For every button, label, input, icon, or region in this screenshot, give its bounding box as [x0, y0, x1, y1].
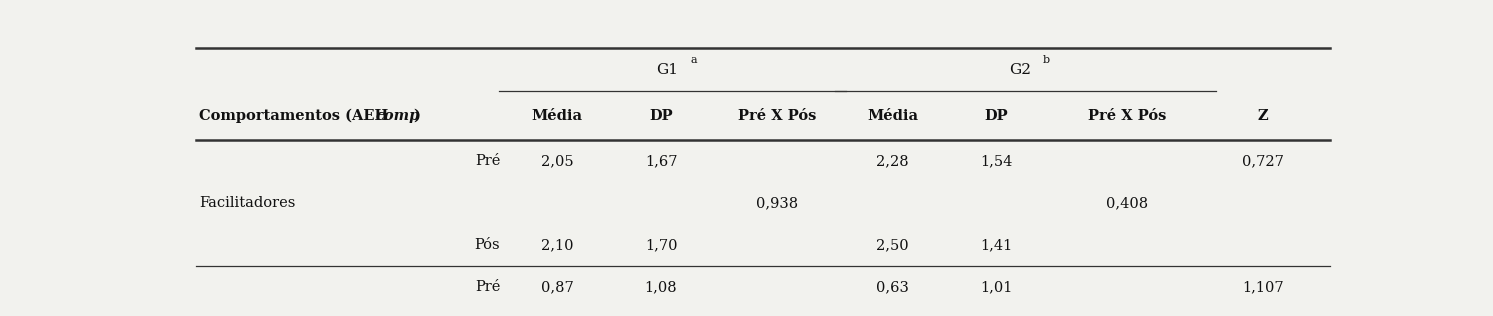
Text: comp: comp	[376, 109, 420, 123]
Text: a: a	[690, 55, 697, 65]
Text: Z: Z	[1257, 109, 1268, 123]
Text: G2: G2	[1009, 63, 1030, 76]
Text: Pré: Pré	[475, 154, 500, 168]
Text: 2,50: 2,50	[876, 238, 909, 252]
Text: 2,10: 2,10	[540, 238, 573, 252]
Text: 1,70: 1,70	[645, 238, 678, 252]
Text: Média: Média	[532, 109, 582, 123]
Text: DP: DP	[649, 109, 673, 123]
Text: b: b	[1042, 55, 1050, 65]
Text: ): )	[414, 109, 420, 123]
Text: 0,87: 0,87	[540, 280, 573, 295]
Text: Comportamentos (AEH: Comportamentos (AEH	[200, 109, 388, 123]
Text: 0,63: 0,63	[876, 280, 909, 295]
Text: 1,67: 1,67	[645, 154, 678, 168]
Text: 0,408: 0,408	[1106, 196, 1148, 210]
Text: Média: Média	[867, 109, 918, 123]
Text: Facilitadores: Facilitadores	[200, 196, 296, 210]
Text: 1,01: 1,01	[981, 280, 1012, 295]
Text: Pós: Pós	[475, 238, 500, 252]
Text: 1,41: 1,41	[981, 238, 1012, 252]
Text: Pré: Pré	[475, 280, 500, 295]
Text: 2,28: 2,28	[876, 154, 909, 168]
Text: 1,107: 1,107	[1242, 280, 1284, 295]
Text: Pré X Pós: Pré X Pós	[1087, 109, 1166, 123]
Text: Pré X Pós: Pré X Pós	[738, 109, 815, 123]
Text: 0,938: 0,938	[755, 196, 797, 210]
Text: 2,05: 2,05	[540, 154, 573, 168]
Text: 1,54: 1,54	[981, 154, 1012, 168]
Text: G1: G1	[655, 63, 678, 76]
Text: 1,08: 1,08	[645, 280, 678, 295]
Text: DP: DP	[985, 109, 1008, 123]
Text: 0,727: 0,727	[1242, 154, 1284, 168]
